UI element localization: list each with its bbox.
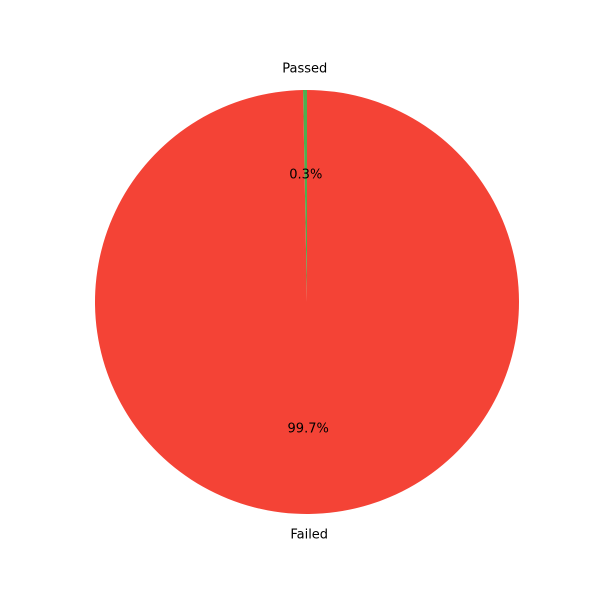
- pie-labels: 0.3% Passed 99.7% Failed: [282, 61, 329, 542]
- pie-percent-label-passed: 0.3%: [289, 167, 322, 182]
- pie-slice-failed: [95, 90, 520, 515]
- pie-slice-passed: [303, 90, 307, 302]
- pie-slice-label-failed: Failed: [290, 528, 328, 543]
- pie-percent-label-failed: 99.7%: [288, 422, 329, 437]
- pie-slice-label-passed: Passed: [282, 61, 327, 76]
- pie-slices: [95, 90, 520, 515]
